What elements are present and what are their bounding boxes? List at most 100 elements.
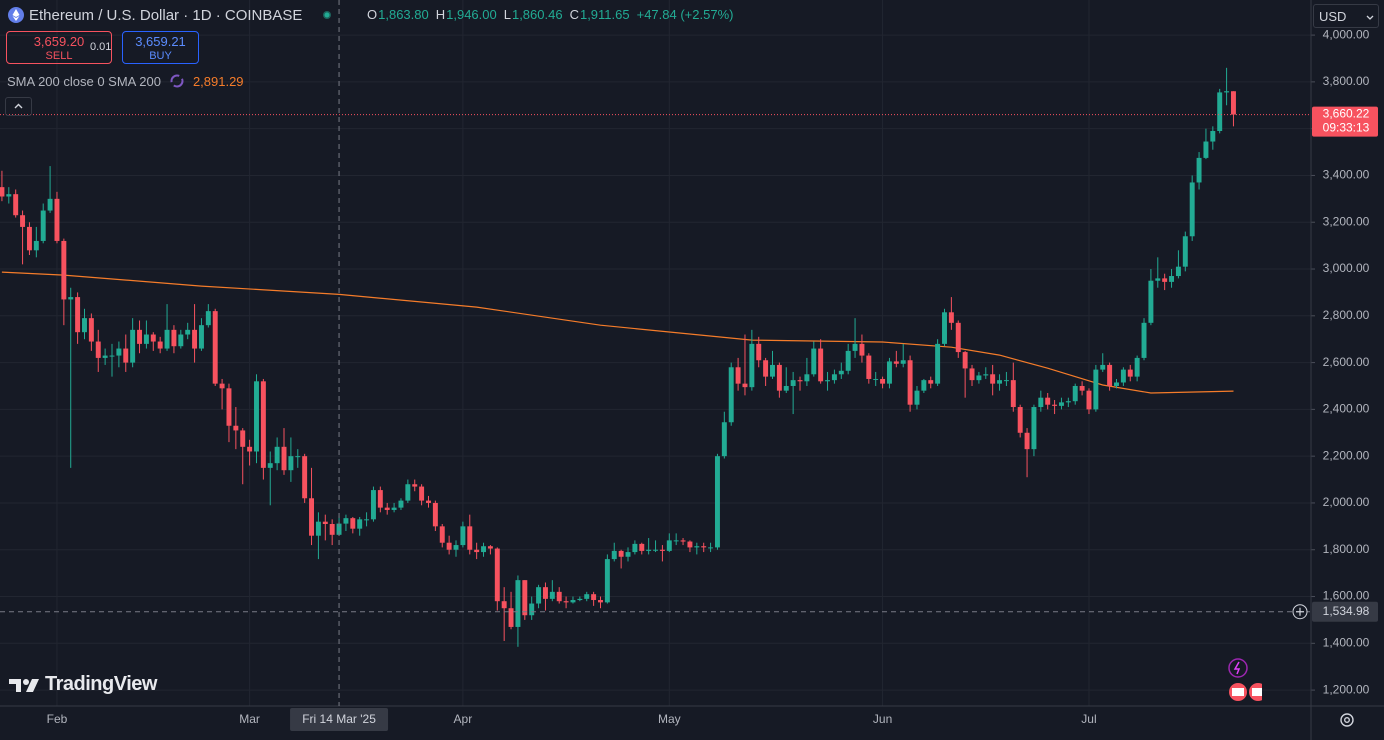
chevron-up: [14, 103, 23, 109]
candle-body: [1079, 385, 1085, 391]
candle-body: [26, 226, 32, 251]
price-change: +47.84 (+2.57%): [636, 7, 734, 22]
candle-body: [192, 329, 198, 349]
brand-name: TradingView: [45, 673, 157, 695]
candle-body: [969, 368, 975, 381]
candle-body: [1045, 397, 1051, 405]
brand-logo[interactable]: TradingView: [9, 673, 157, 696]
y-tick-label: 3,800.00: [1323, 74, 1370, 88]
candle-body: [343, 518, 349, 524]
candle-body: [687, 541, 693, 548]
candle-body: [962, 352, 968, 369]
candle-body: [481, 546, 487, 553]
candle-body: [549, 591, 555, 599]
sell-label: SELL: [45, 50, 73, 62]
candle-body: [357, 519, 363, 529]
candle-body: [1065, 401, 1071, 403]
candle-body: [1038, 397, 1044, 408]
candle-body: [907, 360, 913, 405]
candle-body: [1141, 322, 1147, 358]
plus-sign: [1296, 607, 1304, 616]
candle-body: [1169, 276, 1175, 282]
ohlc-key: C: [569, 7, 579, 22]
candle-body: [150, 334, 156, 342]
candle-body: [487, 546, 493, 549]
candle-body: [88, 318, 94, 342]
collapse-button[interactable]: [5, 97, 32, 116]
candle-body: [412, 484, 418, 487]
candle-body: [247, 446, 253, 452]
indicator-legend[interactable]: SMA 200 close 0 SMA 200 2,891.29: [7, 73, 244, 89]
candle-body: [646, 549, 652, 551]
candle-body: [309, 498, 315, 536]
currency-select[interactable]: USD: [1313, 4, 1379, 28]
sell-button[interactable]: 3,659.20 SELL: [6, 31, 112, 64]
y-tick-label: 2,000.00: [1323, 495, 1370, 509]
candle-body: [178, 334, 184, 347]
settings-icon[interactable]: [1338, 711, 1356, 729]
candle-body: [33, 240, 39, 251]
candle-body: [322, 521, 328, 525]
y-tick-label: 1,400.00: [1323, 635, 1370, 649]
candle-body: [1003, 380, 1009, 382]
chevron-down: [1366, 15, 1374, 20]
candle-body: [900, 360, 906, 364]
candle-body: [405, 484, 411, 501]
candle-body: [632, 543, 638, 553]
candle-body: [584, 594, 590, 599]
y-tick-label: 3,400.00: [1323, 168, 1370, 182]
candle-body: [701, 546, 707, 548]
candle-body: [598, 600, 603, 603]
candle-body: [556, 591, 562, 602]
candle-body: [770, 364, 775, 377]
event-icons[interactable]: [1222, 656, 1262, 706]
symbol-title: Ethereum / U.S. Dollar · 1D · COINBASE: [29, 6, 303, 24]
brand-mark: [9, 678, 39, 692]
candle-body: [570, 600, 576, 603]
candle-body: [714, 456, 720, 548]
candle-body: [137, 329, 143, 344]
candle-body: [1203, 141, 1209, 158]
candle-body: [928, 380, 934, 384]
candle-body: [659, 549, 665, 551]
candle-body: [116, 348, 122, 356]
candle-body: [542, 587, 548, 599]
candle-body: [453, 545, 459, 550]
buy-price: 3,659.21: [135, 34, 186, 49]
y-tick-label: 1,200.00: [1323, 682, 1370, 696]
candle-body: [13, 194, 19, 216]
candle-body: [391, 507, 397, 510]
add-alert-button[interactable]: [1292, 604, 1308, 620]
candle-body: [976, 375, 982, 381]
candle-body: [219, 383, 225, 389]
candle-body: [708, 547, 714, 549]
candle-body: [460, 526, 466, 546]
ohlc-value: 1,946.00: [446, 7, 497, 22]
candle-body: [735, 367, 741, 384]
candle-body: [948, 312, 954, 323]
x-tick-label: Mar: [239, 712, 260, 726]
crosshair-date-box: [290, 708, 389, 731]
candle-body: [143, 334, 149, 344]
candle-body: [109, 355, 115, 357]
candle-body: [164, 329, 170, 349]
eth-icon: [8, 7, 24, 23]
symbol-header[interactable]: Ethereum / U.S. Dollar · 1D · COINBASE: [8, 5, 332, 25]
market-status: [323, 11, 332, 19]
ohlc-value: 1,863.80: [378, 7, 429, 22]
candle-body: [1031, 407, 1037, 450]
candle-body: [432, 502, 438, 527]
candle-body: [838, 370, 844, 375]
candle-body: [1224, 91, 1230, 93]
buy-button[interactable]: 3,659.21 BUY: [122, 31, 199, 64]
ohlc-value: 1,860.46: [511, 7, 563, 22]
crosshair-date: Fri 14 Mar '25: [302, 712, 376, 726]
x-tick-label: Jul: [1081, 712, 1096, 726]
ohlc-key: O: [367, 7, 378, 22]
candle-body: [1107, 364, 1113, 386]
candle-body: [95, 341, 101, 358]
candle-body: [859, 343, 865, 356]
candle-body: [61, 240, 67, 300]
candle-body: [728, 367, 734, 423]
y-tick-label: 2,600.00: [1323, 355, 1370, 369]
